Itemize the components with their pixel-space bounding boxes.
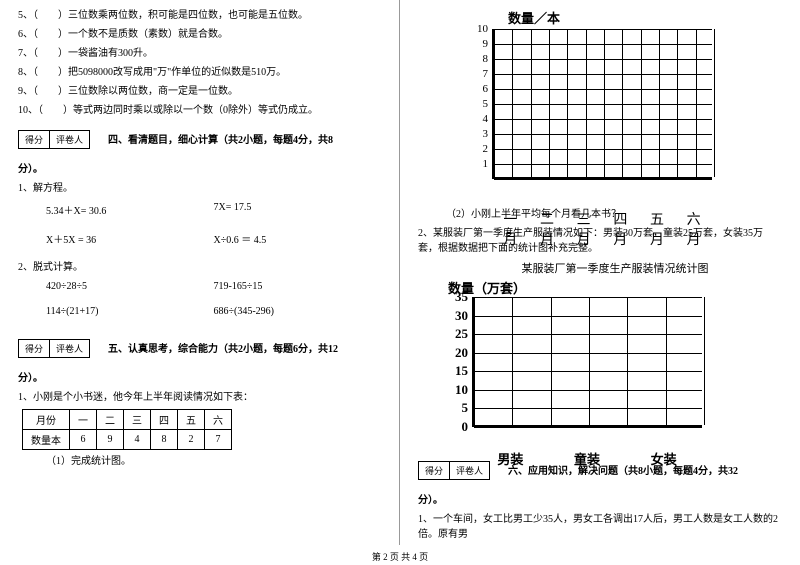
chart2-title: 某服装厂第一季度生产服装情况统计图 xyxy=(448,260,782,276)
chart-books: 数量／本 12345678910 一月二月三月四月五月六月 xyxy=(468,8,782,207)
table-row: 数量本 6 9 4 8 2 7 xyxy=(23,430,232,450)
row-label: 数量本 xyxy=(23,430,70,450)
eq-row-4: 114÷(21+17) 686÷(345-296) xyxy=(46,306,381,317)
eq-row-3: 420÷28÷5 719-165÷15 xyxy=(46,281,381,292)
chart1-grid xyxy=(492,29,712,179)
score-box-5: 得分 评卷人 xyxy=(18,339,90,358)
fen-6: 分）。 xyxy=(418,495,443,506)
eq1b: 7X= 17.5 xyxy=(214,202,382,217)
score-label-5: 得分 xyxy=(19,340,50,357)
grader-label-6: 评卷人 xyxy=(450,462,489,479)
tf-6: 6、（ ）一个数不是质数（素数）就是合数。 xyxy=(18,27,381,42)
chart2-ylabel: 数量（万套） xyxy=(448,278,782,297)
section-4-title: 四、看清题目，细心计算（共2小题，每题4分，共8 xyxy=(108,135,333,146)
eq2a: X＋5X = 36 xyxy=(46,231,214,246)
tf-8: 8、（ ）把5098000改写成用"万"作单位的近似数是510万。 xyxy=(18,65,381,80)
q2-label: 2、脱式计算。 xyxy=(18,260,381,275)
tf-9: 9、（ ）三位数除以两位数，商一定是一位数。 xyxy=(18,84,381,99)
table-row: 月份 一 二 三 四 五 六 xyxy=(23,410,232,430)
q1-label: 1、解方程。 xyxy=(18,181,381,196)
chart-clothes: 某服装厂第一季度生产服装情况统计图 数量（万套） 05101520253035 … xyxy=(448,260,782,447)
chart2-grid xyxy=(472,297,702,427)
page-footer: 第 2 页 共 4 页 xyxy=(0,550,800,563)
grader-label-5: 评卷人 xyxy=(50,340,89,357)
right-column: 数量／本 12345678910 一月二月三月四月五月六月 （2）小刚上半年平均… xyxy=(400,0,800,545)
q6-1: 1、一个车间，女工比男工少35人，男女工各调出17人后，男工人数是女工人数的2倍… xyxy=(418,512,782,542)
fen-4: 分）。 xyxy=(18,164,43,175)
eq1a: 5.34＋X= 30.6 xyxy=(46,202,214,217)
q2-right: 2、某服装厂第一季度生产服装情况如下：男装30万套，童装25万套，女装35万套，… xyxy=(418,226,782,256)
score-label-6: 得分 xyxy=(419,462,450,479)
tf-10: 10、（ ）等式两边同时乘以或除以一个数（0除外）等式仍成立。 xyxy=(18,103,381,118)
chart1-title: 数量／本 xyxy=(508,8,782,27)
eq-row-2: X＋5X = 36 X÷0.6 ＝ 4.5 xyxy=(46,231,381,246)
score-box-6: 得分 评卷人 xyxy=(418,461,490,480)
fen-5: 分）。 xyxy=(18,373,43,384)
q5-1: 1、小刚是个小书迷，他今年上半年阅读情况如下表： xyxy=(18,390,381,405)
eq3a: 420÷28÷5 xyxy=(46,281,214,292)
tf-7: 7、（ ）一袋酱油有300升。 xyxy=(18,46,381,61)
tf-5: 5、（ ）三位数乘两位数，积可能是四位数，也可能是五位数。 xyxy=(18,8,381,23)
eq-row-1: 5.34＋X= 30.6 7X= 17.5 xyxy=(46,202,381,217)
eq2b: X÷0.6 ＝ 4.5 xyxy=(214,231,382,246)
eq3b: 719-165÷15 xyxy=(214,281,382,292)
score-box-4: 得分 评卷人 xyxy=(18,130,90,149)
left-column: 5、（ ）三位数乘两位数，积可能是四位数，也可能是五位数。 6、（ ）一个数不是… xyxy=(0,0,400,545)
q5-1-sub: （1）完成统计图。 xyxy=(46,454,381,469)
eq4b: 686÷(345-296) xyxy=(214,306,382,317)
section-5-title: 五、认真思考，综合能力（共2小题，每题6分，共12 xyxy=(108,344,338,355)
section-6-title: 六、应用知识，解决问题（共8小题，每题4分，共32 xyxy=(508,466,738,477)
th-month: 月份 xyxy=(23,410,70,430)
reading-table: 月份 一 二 三 四 五 六 数量本 6 9 4 8 2 7 xyxy=(22,409,232,450)
grader-label: 评卷人 xyxy=(50,131,89,148)
eq4a: 114÷(21+17) xyxy=(46,306,214,317)
score-label: 得分 xyxy=(19,131,50,148)
